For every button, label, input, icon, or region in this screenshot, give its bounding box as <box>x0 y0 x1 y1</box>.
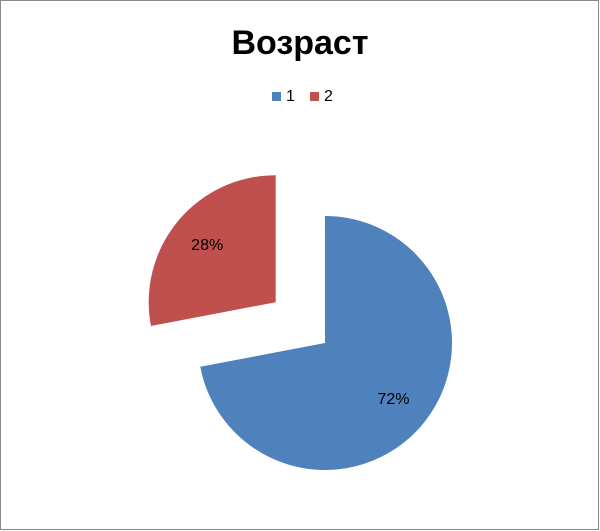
data-label: 72% <box>377 391 409 408</box>
chart-title: Возраст <box>231 24 368 62</box>
pie-slice <box>148 175 276 327</box>
legend-swatch <box>310 92 319 101</box>
legend-swatch <box>272 92 281 101</box>
legend-label: 1 <box>286 88 295 105</box>
pie-slice <box>200 216 452 470</box>
legend-label: 2 <box>324 88 333 105</box>
data-label: 28% <box>191 237 223 254</box>
